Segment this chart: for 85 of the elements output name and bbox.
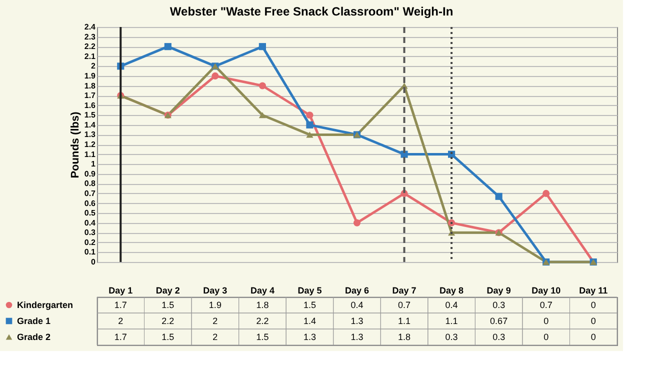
data-label: 1.7	[114, 332, 127, 342]
data-label: 1.8	[398, 332, 411, 342]
data-label: 1.3	[350, 316, 364, 326]
data-label: 0	[544, 332, 549, 342]
x-tick-label: Day 9	[486, 286, 511, 296]
data-label: 1.5	[162, 332, 174, 342]
data-label: 0	[590, 300, 596, 310]
x-tick-label: Day 4	[250, 286, 274, 296]
x-tick-label: Day 8	[440, 286, 464, 296]
data-label: 0	[590, 316, 596, 326]
y-tick-label: 0	[91, 258, 96, 266]
x-tick-label: Day 5	[298, 286, 322, 296]
data-label: 0	[544, 316, 549, 326]
x-tick-label: Day 7	[392, 286, 416, 296]
y-tick-label: 1.5	[84, 110, 96, 120]
data-label: 0.4	[350, 300, 364, 310]
x-tick-label: Day 2	[156, 286, 180, 296]
point	[306, 132, 314, 138]
data-label: 0.4	[445, 300, 458, 310]
data-label: 2.2	[256, 316, 269, 326]
y-tick-label: 0.3	[84, 228, 96, 238]
y-tick-label: 2.2	[84, 42, 96, 52]
y-tick-label: 1.1	[84, 150, 96, 159]
point	[258, 43, 266, 50]
data-label: 2	[118, 316, 124, 326]
x-tick-label: Day 6	[344, 286, 370, 296]
data-label: 1.8	[256, 300, 269, 310]
x-tick-label: Day 10	[532, 286, 561, 296]
y-tick-label: 0.4	[84, 218, 96, 228]
data-label: 1.5	[162, 300, 174, 310]
y-tick-label: 2	[91, 62, 96, 71]
y-tick-label: 1.4	[84, 120, 96, 130]
y-tick-label: 1.9	[84, 71, 96, 80]
data-label: 2.2	[162, 316, 174, 326]
y-tick-label: 1.7	[84, 91, 96, 100]
data-label: 1.1	[398, 316, 411, 326]
data-label: 1.3	[303, 332, 316, 342]
point	[258, 82, 266, 90]
point	[353, 219, 361, 226]
data-label: 1.9	[208, 300, 222, 310]
y-tick-label: 0.5	[84, 208, 96, 218]
data-label: 0	[590, 332, 596, 342]
point	[164, 43, 172, 50]
legend-label: Grade 2	[17, 332, 51, 342]
y-tick-label: 1.3	[84, 130, 96, 140]
y-tick-label: 0.6	[84, 198, 96, 208]
y-tick-label: 0.7	[84, 188, 96, 198]
x-tick-label: Day 11	[579, 286, 608, 296]
y-tick-label: 1.8	[84, 81, 96, 90]
data-label: 1.5	[303, 300, 316, 310]
data-label: 2	[212, 316, 218, 326]
data-label: 0.3	[492, 332, 506, 342]
legend-label: Kindergarten	[17, 300, 74, 310]
y-tick-label: 0.9	[84, 169, 96, 178]
point	[258, 112, 266, 118]
y-axis-title: Pounds (lbs)	[69, 111, 82, 178]
y-tick-label: 2.1	[84, 52, 96, 61]
data-label: 1.5	[256, 332, 269, 342]
point	[306, 121, 314, 128]
point	[495, 192, 502, 200]
legend-label: Grade 1	[17, 316, 51, 326]
data-label: 2	[212, 332, 218, 342]
data-label: 0.7	[398, 300, 411, 310]
data-label: 0.67	[490, 316, 508, 326]
data-label: 0.3	[445, 332, 458, 342]
y-tick-label: 1.2	[84, 140, 96, 149]
y-tick-label: 0.2	[84, 238, 96, 247]
y-tick-label: 2.3	[84, 32, 96, 42]
data-label: 1.4	[303, 316, 316, 326]
y-tick-label: 0.1	[84, 248, 96, 257]
y-tick-label: 1	[91, 160, 96, 169]
y-tick-label: 0.8	[84, 179, 96, 188]
y-tick-label: 1.6	[84, 100, 96, 110]
x-tick-label: Day 1	[108, 286, 133, 296]
data-label: 1.1	[445, 316, 458, 326]
point	[212, 72, 219, 80]
y-tick-label: 2.4	[84, 22, 96, 32]
data-label: 0.3	[492, 300, 506, 310]
chart-title: Webster "Waste Free Snack Classroom" Weigh-In	[170, 4, 454, 18]
data-label: 1.3	[350, 332, 364, 342]
point	[542, 190, 550, 197]
data-label: 1.7	[114, 300, 127, 310]
point	[306, 112, 314, 119]
data-label: 0.7	[540, 300, 552, 310]
x-tick-label: Day 3	[203, 286, 228, 296]
